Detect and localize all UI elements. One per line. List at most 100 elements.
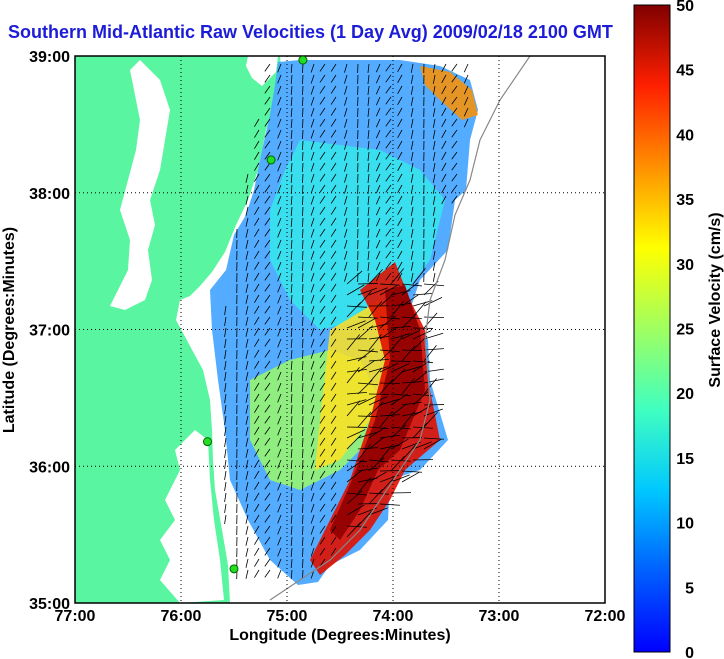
velocity-arrow	[254, 206, 260, 215]
velocity-arrow	[319, 459, 326, 468]
velocity-arrow	[245, 415, 249, 425]
velocity-arrow	[245, 558, 249, 568]
velocity-arrow	[277, 206, 282, 216]
velocity-arrow	[368, 301, 382, 318]
velocity-arrow	[441, 118, 447, 128]
velocity-arrow	[357, 283, 379, 285]
velocity-arrow	[410, 272, 414, 282]
velocity-arrow	[310, 426, 315, 436]
velocity-arrow	[330, 129, 337, 138]
velocity-arrow	[357, 348, 375, 362]
velocity-arrow	[245, 426, 249, 436]
velocity-arrow	[254, 470, 260, 479]
velocity-arrow	[346, 459, 367, 463]
velocity-arrow	[346, 434, 362, 450]
velocity-arrow	[367, 140, 370, 150]
velocity-arrow	[344, 118, 348, 128]
velocity-arrow	[319, 107, 326, 116]
velocity-arrow	[277, 305, 282, 315]
velocity-arrow	[346, 334, 360, 351]
velocity-arrow	[290, 371, 293, 381]
velocity-arrow	[385, 151, 392, 160]
velocity-arrow	[302, 107, 304, 118]
velocity-arrow	[441, 173, 447, 183]
velocity-arrow	[319, 74, 326, 83]
velocity-arrow	[254, 184, 260, 193]
velocity-arrow	[357, 395, 377, 406]
velocity-arrow	[463, 63, 469, 73]
velocity-arrow	[290, 393, 293, 403]
velocity-arrow	[264, 151, 271, 160]
velocity-arrow	[385, 107, 392, 116]
velocity-arrow	[277, 503, 282, 513]
velocity-arrow	[367, 118, 370, 128]
velocity-arrow	[277, 63, 282, 73]
velocity-arrow	[277, 492, 282, 502]
velocity-arrow	[375, 250, 381, 260]
velocity-arrow	[302, 162, 304, 173]
velocity-arrow	[346, 492, 367, 496]
velocity-arrow	[302, 294, 304, 305]
velocity-arrow	[401, 378, 415, 395]
velocity-arrow	[397, 140, 403, 150]
velocity-arrow	[290, 437, 293, 447]
velocity-arrow	[224, 470, 227, 480]
velocity-arrow	[277, 184, 282, 194]
velocity-arrow	[290, 503, 293, 513]
velocity-arrow	[410, 228, 414, 238]
velocity-arrow	[264, 338, 271, 347]
velocity-arrow	[264, 514, 271, 523]
velocity-arrow	[401, 365, 422, 373]
velocity-arrow	[254, 382, 260, 391]
velocity-arrow	[310, 294, 315, 304]
velocity-arrow	[302, 437, 304, 448]
velocity-arrow	[254, 316, 260, 325]
velocity-arrow	[290, 162, 293, 172]
velocity-arrow	[310, 481, 315, 491]
velocity-arrow	[310, 272, 315, 282]
velocity-arrow	[264, 140, 271, 149]
velocity-arrow	[397, 63, 403, 73]
velocity-arrow	[277, 272, 282, 282]
y-ticks: 39:00 38:00 37:00 36:00 35:00	[29, 49, 70, 613]
velocity-arrow	[451, 173, 458, 182]
velocity-arrow	[277, 426, 282, 436]
velocity-arrow	[423, 332, 444, 340]
velocity-arrow	[277, 470, 282, 480]
velocity-arrow	[375, 74, 381, 84]
velocity-arrow	[290, 415, 293, 425]
velocity-arrow	[432, 184, 436, 194]
velocity-arrow	[245, 261, 249, 271]
velocity-arrow	[330, 250, 337, 259]
velocity-arrow	[367, 184, 370, 194]
velocity-arrow	[290, 140, 293, 150]
velocity-arrow	[254, 283, 260, 292]
velocity-arrow	[432, 250, 436, 260]
velocity-arrow	[330, 393, 337, 402]
velocity-arrow	[310, 503, 315, 513]
velocity-arrow	[346, 490, 363, 505]
velocity-arrow	[277, 327, 282, 337]
velocity-arrow	[290, 569, 293, 579]
x-tick-label: 72:00	[585, 608, 626, 625]
velocity-arrow	[357, 325, 374, 340]
velocity-arrow	[385, 250, 392, 259]
velocity-arrow	[319, 371, 326, 380]
velocity-arrow	[385, 217, 392, 226]
velocity-arrow	[410, 162, 414, 172]
velocity-arrow	[302, 393, 304, 404]
velocity-arrow	[367, 107, 370, 117]
velocity-arrow	[432, 151, 436, 161]
velocity-arrow	[379, 327, 397, 340]
velocity-arrow	[375, 129, 381, 139]
velocity-arrow	[375, 63, 381, 73]
velocity-arrow	[264, 184, 271, 193]
velocity-arrow	[330, 371, 337, 380]
velocity-arrow	[367, 239, 370, 249]
velocity-arrow	[254, 415, 260, 424]
station-markers	[203, 55, 308, 574]
velocity-arrow	[290, 426, 293, 436]
velocity-arrow	[302, 250, 304, 261]
velocity-arrow	[346, 522, 361, 538]
velocity-arrow	[290, 404, 293, 414]
